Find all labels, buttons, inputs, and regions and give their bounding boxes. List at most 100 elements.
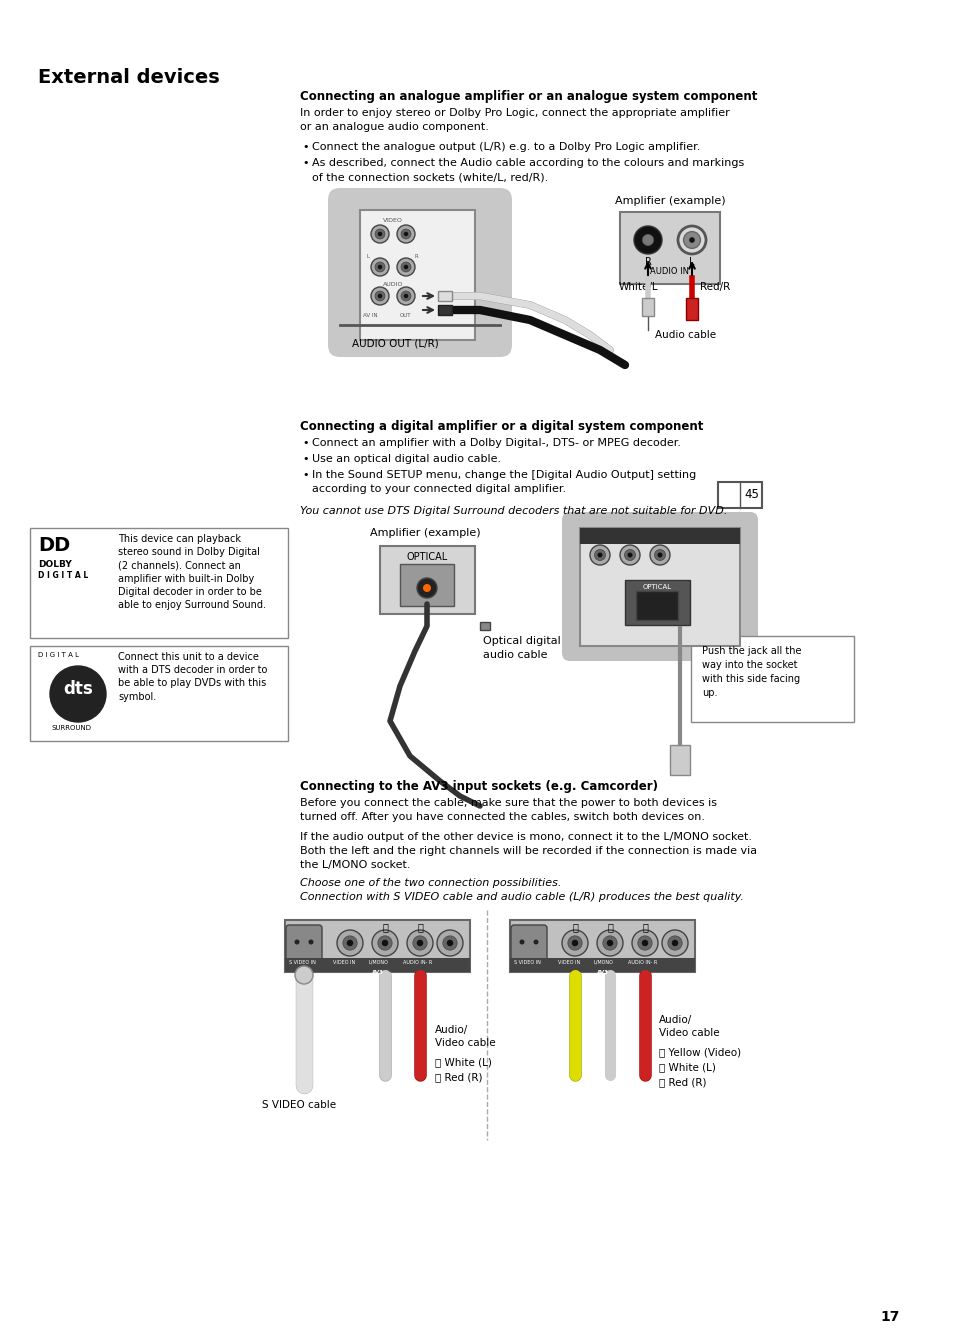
Text: Connect the analogue output (L/R) e.g. to a Dolby Pro Logic amplifier.: Connect the analogue output (L/R) e.g. t… xyxy=(312,142,700,153)
FancyBboxPatch shape xyxy=(624,580,689,625)
Circle shape xyxy=(377,293,382,299)
FancyBboxPatch shape xyxy=(510,957,695,972)
Text: Ⓢ Red (R): Ⓢ Red (R) xyxy=(659,1077,706,1087)
Text: L/MONO: L/MONO xyxy=(369,960,389,965)
FancyBboxPatch shape xyxy=(437,305,452,315)
Text: AUDIO OUT (L/R): AUDIO OUT (L/R) xyxy=(352,337,438,348)
Text: Connect this unit to a device
with a DTS decoder in order to
be able to play DVD: Connect this unit to a device with a DTS… xyxy=(118,652,267,702)
Circle shape xyxy=(561,931,587,956)
Circle shape xyxy=(346,940,353,947)
Text: •: • xyxy=(302,142,308,153)
Circle shape xyxy=(683,232,700,249)
Circle shape xyxy=(446,940,453,947)
Text: Ⓑ: Ⓑ xyxy=(606,923,612,932)
Circle shape xyxy=(624,549,635,561)
Circle shape xyxy=(403,293,408,299)
Circle shape xyxy=(671,940,678,947)
Text: VIDEO IN: VIDEO IN xyxy=(333,960,355,965)
FancyBboxPatch shape xyxy=(685,299,698,320)
Text: Ⓐ: Ⓐ xyxy=(572,923,578,932)
Circle shape xyxy=(661,931,687,956)
Circle shape xyxy=(667,936,681,951)
Circle shape xyxy=(375,291,385,301)
Text: OPTICAL: OPTICAL xyxy=(641,584,671,590)
Circle shape xyxy=(375,229,385,238)
Circle shape xyxy=(597,931,622,956)
Text: Audio cable: Audio cable xyxy=(655,329,716,340)
Circle shape xyxy=(377,265,382,269)
Circle shape xyxy=(631,931,658,956)
Text: Ⓑ White (L): Ⓑ White (L) xyxy=(659,1062,715,1073)
Circle shape xyxy=(638,936,652,951)
Text: OPTICAL: OPTICAL xyxy=(406,552,448,562)
Text: Audio/
Video cable: Audio/ Video cable xyxy=(659,1015,719,1038)
Circle shape xyxy=(606,940,613,947)
Circle shape xyxy=(654,549,665,561)
Circle shape xyxy=(377,936,392,951)
Circle shape xyxy=(400,262,411,272)
Text: If the audio output of the other device is mono, connect it to the L/MONO socket: If the audio output of the other device … xyxy=(299,832,757,870)
Text: S VIDEO IN: S VIDEO IN xyxy=(514,960,540,965)
Text: Ⓢ: Ⓢ xyxy=(641,923,647,932)
Text: As described, connect the Audio cable according to the colours and markings
of t: As described, connect the Audio cable ac… xyxy=(312,158,743,182)
Circle shape xyxy=(342,936,356,951)
Text: •: • xyxy=(302,438,308,449)
Text: Push the jack all the
way into the socket
with this side facing
up.: Push the jack all the way into the socke… xyxy=(701,645,801,698)
Circle shape xyxy=(294,965,313,984)
FancyBboxPatch shape xyxy=(669,744,689,775)
Circle shape xyxy=(336,931,363,956)
Text: •: • xyxy=(302,158,308,167)
Text: •: • xyxy=(302,454,308,465)
Circle shape xyxy=(416,940,423,947)
Text: 17: 17 xyxy=(880,1310,899,1324)
FancyBboxPatch shape xyxy=(399,564,454,607)
Circle shape xyxy=(403,265,408,269)
Text: D I G I T A L: D I G I T A L xyxy=(38,570,89,580)
Text: AUDIO IN- R: AUDIO IN- R xyxy=(402,960,432,965)
Text: AUDIO: AUDIO xyxy=(382,283,403,287)
Text: VIDEO IN: VIDEO IN xyxy=(558,960,579,965)
Text: R: R xyxy=(644,257,651,266)
Circle shape xyxy=(688,237,694,242)
FancyBboxPatch shape xyxy=(285,957,470,972)
Text: Audio/
Video cable: Audio/ Video cable xyxy=(435,1024,496,1048)
Circle shape xyxy=(519,940,524,944)
Circle shape xyxy=(571,940,578,947)
Text: DD: DD xyxy=(38,536,71,554)
Circle shape xyxy=(678,226,705,254)
Circle shape xyxy=(442,936,456,951)
FancyBboxPatch shape xyxy=(561,511,758,661)
Circle shape xyxy=(413,936,427,951)
Circle shape xyxy=(436,931,462,956)
Circle shape xyxy=(422,584,431,592)
Circle shape xyxy=(396,287,415,305)
Text: L: L xyxy=(688,257,694,266)
Circle shape xyxy=(396,225,415,242)
Text: Amplifier (example): Amplifier (example) xyxy=(614,195,724,206)
Text: VIDEO: VIDEO xyxy=(383,218,402,224)
Text: You cannot use DTS Digital Surround decoders that are not suitable for DVD.: You cannot use DTS Digital Surround deco… xyxy=(299,506,726,516)
Text: In order to enjoy stereo or Dolby Pro Logic, connect the appropriate amplifier
o: In order to enjoy stereo or Dolby Pro Lo… xyxy=(299,108,729,133)
Text: This device can playback
stereo sound in Dolby Digital
(2 channels). Connect an
: This device can playback stereo sound in… xyxy=(118,534,266,611)
Circle shape xyxy=(407,931,433,956)
FancyBboxPatch shape xyxy=(619,212,720,284)
Text: AV3: AV3 xyxy=(371,969,383,975)
Text: Connect an amplifier with a Dolby Digital-, DTS- or MPEG decoder.: Connect an amplifier with a Dolby Digita… xyxy=(312,438,680,449)
Text: D I G I T A L: D I G I T A L xyxy=(38,652,79,657)
Text: White/L: White/L xyxy=(618,283,658,292)
Circle shape xyxy=(375,262,385,272)
Text: Ⓑ Red (R): Ⓑ Red (R) xyxy=(435,1073,482,1082)
Circle shape xyxy=(641,234,653,245)
Text: •: • xyxy=(302,470,308,479)
FancyBboxPatch shape xyxy=(690,636,853,722)
Text: S VIDEO cable: S VIDEO cable xyxy=(262,1101,335,1110)
Circle shape xyxy=(372,931,397,956)
FancyBboxPatch shape xyxy=(641,299,654,316)
Text: L/MONO: L/MONO xyxy=(594,960,613,965)
FancyBboxPatch shape xyxy=(30,528,288,637)
Circle shape xyxy=(403,232,408,236)
Circle shape xyxy=(634,226,661,254)
Circle shape xyxy=(567,936,581,951)
Text: 45: 45 xyxy=(743,487,759,501)
Circle shape xyxy=(649,545,669,565)
